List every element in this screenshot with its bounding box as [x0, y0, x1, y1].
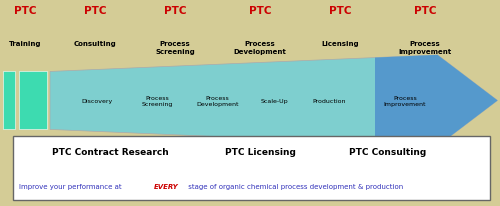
Text: Production: Production — [312, 98, 346, 103]
Text: Scale-Up: Scale-Up — [260, 98, 288, 103]
Text: PTC: PTC — [249, 6, 271, 16]
Text: Improve your performance at: Improve your performance at — [19, 184, 124, 189]
Text: Consulting: Consulting — [74, 41, 116, 47]
Text: Training: Training — [9, 41, 41, 47]
Text: PTC: PTC — [414, 6, 436, 16]
Text: PTC: PTC — [329, 6, 351, 16]
Text: Process
Screening: Process Screening — [155, 41, 195, 55]
Text: Discovery: Discovery — [82, 98, 113, 103]
Text: PTC Contract Research: PTC Contract Research — [52, 147, 168, 156]
Text: PTC: PTC — [14, 6, 36, 16]
Text: Licensing: Licensing — [321, 41, 359, 47]
Polygon shape — [375, 56, 498, 146]
Text: stage of organic chemical process development & production: stage of organic chemical process develo… — [186, 184, 404, 189]
FancyBboxPatch shape — [19, 72, 46, 130]
Text: PTC: PTC — [84, 6, 106, 16]
FancyBboxPatch shape — [12, 136, 490, 200]
Text: PTC: PTC — [164, 6, 186, 16]
FancyBboxPatch shape — [2, 72, 15, 130]
Text: Process
Improvement: Process Improvement — [398, 41, 452, 55]
Text: Process
Development: Process Development — [196, 96, 239, 106]
Text: PTC Consulting: PTC Consulting — [349, 147, 426, 156]
Polygon shape — [50, 56, 498, 146]
Text: Process
Development: Process Development — [234, 41, 286, 55]
Text: Process
Screening: Process Screening — [142, 96, 173, 106]
Text: Process
Improvement: Process Improvement — [384, 96, 426, 106]
Text: PTC Licensing: PTC Licensing — [224, 147, 296, 156]
Text: EVERY: EVERY — [154, 184, 179, 189]
